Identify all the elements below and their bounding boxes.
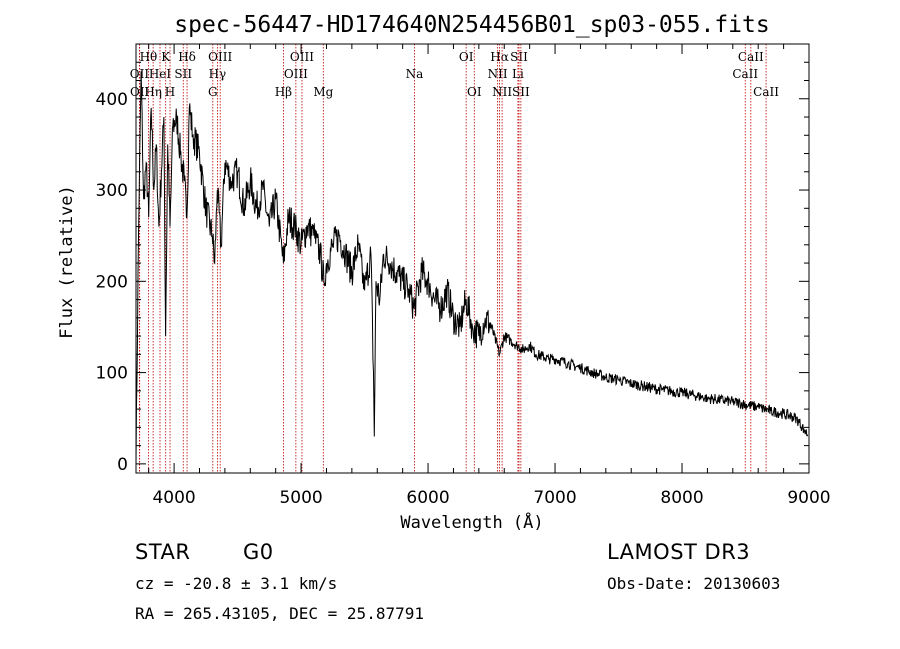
emission-line-label: OIII bbox=[290, 50, 314, 64]
emission-line-label: OIII bbox=[284, 67, 308, 81]
axis-ticks: 4000 5000 6000 7000 8000 9000 0 100 200 300 400 bbox=[96, 44, 831, 508]
plot-frame bbox=[135, 43, 810, 474]
emission-line-label: NII bbox=[492, 85, 512, 99]
emission-line-label: OI bbox=[467, 85, 482, 99]
emission-line-label: Hβ bbox=[275, 85, 292, 99]
x-tick-label: 4000 bbox=[152, 488, 195, 508]
emission-line-label: Hη bbox=[144, 85, 162, 99]
y-tick-label: 400 bbox=[96, 90, 128, 110]
emission-line-label: K bbox=[161, 50, 171, 64]
emission-line-label: CaII bbox=[753, 85, 779, 99]
emission-line-label: CaII bbox=[738, 50, 764, 64]
obs-date: Obs-Date: 20130603 bbox=[607, 574, 781, 593]
emission-line-label: G bbox=[208, 85, 218, 99]
object-subclass: G0 bbox=[243, 540, 274, 564]
y-tick-label: 100 bbox=[96, 364, 128, 384]
coordinates: RA = 265.43105, DEC = 25.87791 bbox=[135, 604, 424, 623]
x-tick-label: 8000 bbox=[660, 488, 703, 508]
flux-series-line bbox=[135, 71, 809, 464]
emission-line-label: Hγ bbox=[209, 67, 227, 81]
emission-line-label: SII bbox=[174, 67, 192, 81]
emission-line-label: HeI bbox=[149, 67, 172, 81]
emission-line-label: H bbox=[165, 85, 175, 99]
emission-line-label: SII bbox=[510, 50, 528, 64]
object-class: STAR bbox=[135, 540, 191, 564]
emission-line-label: OIII bbox=[208, 50, 232, 64]
y-axis-label: Flux (relative) bbox=[57, 185, 77, 339]
y-tick-label: 0 bbox=[117, 455, 128, 475]
x-tick-label: 9000 bbox=[787, 488, 830, 508]
emission-line-label: Hα bbox=[490, 50, 509, 64]
y-tick-label: 200 bbox=[96, 272, 128, 292]
emission-line-label: Hδ bbox=[178, 50, 196, 64]
survey-name: LAMOST DR3 bbox=[607, 540, 751, 564]
emission-line-label: CaII bbox=[732, 67, 758, 81]
emission-line-label: Mg bbox=[313, 85, 333, 99]
x-tick-label: 6000 bbox=[406, 488, 449, 508]
emission-line-label: OI bbox=[459, 50, 474, 64]
emission-line-label: OII bbox=[130, 85, 150, 99]
x-tick-label: 7000 bbox=[533, 488, 576, 508]
emission-line-label: Na bbox=[406, 67, 424, 81]
chart-title: spec-56447-HD174640N254456B01_sp03-055.f… bbox=[174, 12, 769, 38]
x-axis-label: Wavelength (Å) bbox=[400, 511, 543, 533]
emission-line-label: NII bbox=[488, 67, 508, 81]
x-tick-label: 5000 bbox=[279, 488, 322, 508]
y-tick-label: 300 bbox=[96, 181, 128, 201]
redshift-cz: cz = -20.8 ± 3.1 km/s bbox=[135, 574, 338, 593]
emission-line-label: Hθ bbox=[140, 50, 158, 64]
emission-line-label: SII bbox=[512, 85, 530, 99]
emission-line-label: Li bbox=[512, 67, 524, 81]
